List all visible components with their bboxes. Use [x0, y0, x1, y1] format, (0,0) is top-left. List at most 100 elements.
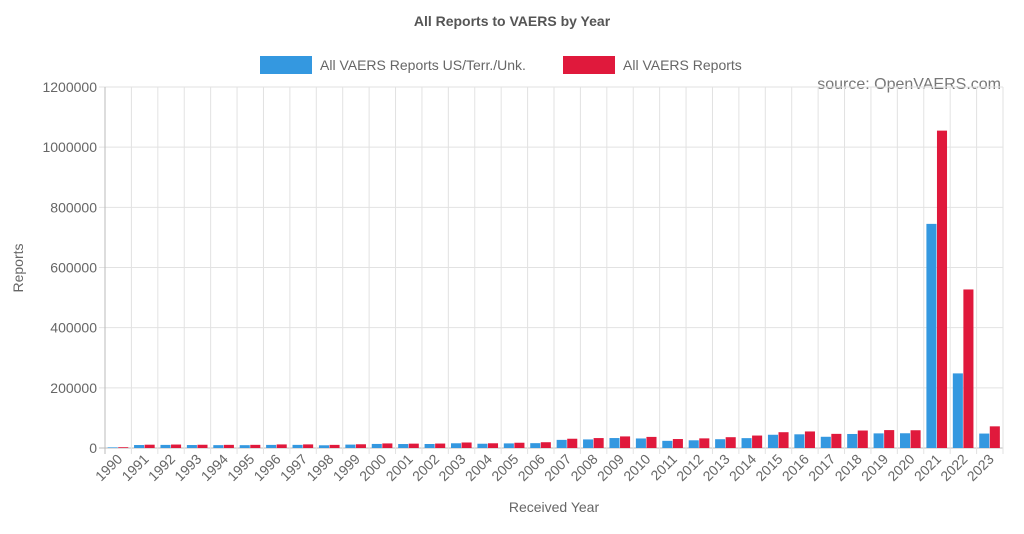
bar-us-terr-unk-2018[interactable]: [847, 433, 858, 448]
x-tick-label: 2022: [937, 451, 970, 484]
x-tick-label: 1990: [92, 451, 125, 484]
x-tick-label: 2010: [620, 451, 653, 484]
bar-us-terr-unk-2000[interactable]: [371, 443, 382, 448]
bar-us-terr-unk-2015[interactable]: [767, 434, 778, 448]
bar-all-reports-2019[interactable]: [884, 430, 895, 448]
bar-all-reports-2022[interactable]: [963, 289, 974, 448]
bar-us-terr-unk-2013[interactable]: [715, 439, 726, 448]
bar-us-terr-unk-1996[interactable]: [266, 444, 277, 448]
bar-us-terr-unk-2009[interactable]: [609, 438, 620, 448]
bar-all-reports-2016[interactable]: [804, 431, 815, 448]
bar-all-reports-1997[interactable]: [303, 444, 314, 448]
y-tick-label: 1200000: [42, 79, 97, 95]
bar-all-reports-1994[interactable]: [223, 444, 234, 448]
bar-all-reports-2007[interactable]: [567, 438, 578, 448]
bar-us-terr-unk-2021[interactable]: [926, 223, 937, 448]
bar-all-reports-2017[interactable]: [831, 433, 842, 448]
x-tick-label: 1996: [250, 451, 283, 484]
bar-all-reports-2011[interactable]: [672, 439, 683, 448]
bar-us-terr-unk-1990[interactable]: [107, 447, 118, 448]
bar-us-terr-unk-2014[interactable]: [741, 438, 752, 448]
bar-all-reports-2003[interactable]: [461, 442, 472, 448]
bar-us-terr-unk-1999[interactable]: [345, 444, 356, 448]
bar-us-terr-unk-2008[interactable]: [583, 439, 594, 448]
x-tick-label: 2000: [356, 451, 389, 484]
legend-label: All VAERS Reports: [623, 57, 742, 73]
bar-us-terr-unk-2002[interactable]: [424, 443, 435, 448]
bar-all-reports-2006[interactable]: [540, 442, 551, 448]
bar-us-terr-unk-2006[interactable]: [530, 443, 541, 448]
bar-us-terr-unk-2005[interactable]: [503, 443, 514, 448]
y-tick-label: 600000: [50, 260, 97, 276]
source-annotation: source: OpenVAERS.com: [817, 76, 1001, 93]
bar-all-reports-1996[interactable]: [276, 444, 287, 448]
bar-us-terr-unk-2017[interactable]: [820, 436, 831, 448]
legend-swatch: [563, 56, 615, 74]
legend[interactable]: All VAERS Reports US/Terr./Unk. All VAERS…: [260, 56, 742, 74]
bar-us-terr-unk-2022[interactable]: [952, 373, 963, 448]
bar-all-reports-2000[interactable]: [382, 443, 393, 448]
x-tick-label: 2017: [805, 451, 838, 484]
bar-us-terr-unk-2023[interactable]: [979, 433, 990, 448]
bar-all-reports-2005[interactable]: [514, 442, 525, 448]
legend-label: All VAERS Reports US/Terr./Unk.: [320, 57, 526, 73]
x-tick-label: 2006: [515, 451, 548, 484]
x-tick-label: 2023: [964, 451, 997, 484]
bar-us-terr-unk-2001[interactable]: [398, 444, 409, 448]
x-tick-label: 2020: [884, 451, 917, 484]
x-tick-label: 2012: [673, 451, 706, 484]
bar-all-reports-2004[interactable]: [487, 443, 499, 448]
bar-us-terr-unk-1997[interactable]: [292, 444, 303, 448]
bar-all-reports-2010[interactable]: [646, 436, 657, 448]
x-tick-label: 2011: [647, 451, 680, 484]
bar-all-reports-1995[interactable]: [250, 444, 261, 448]
x-tick-label: 2009: [594, 451, 627, 484]
bar-all-reports-2012[interactable]: [699, 438, 710, 448]
x-tick-label: 2018: [832, 451, 865, 484]
bar-us-terr-unk-1993[interactable]: [186, 445, 197, 448]
bar-us-terr-unk-2011[interactable]: [662, 440, 673, 448]
bar-all-reports-2021[interactable]: [936, 130, 948, 448]
bar-us-terr-unk-2012[interactable]: [688, 440, 699, 448]
bar-us-terr-unk-2003[interactable]: [450, 443, 462, 448]
legend-swatch: [260, 56, 312, 74]
bar-all-reports-1992[interactable]: [171, 444, 182, 448]
bar-all-reports-2014[interactable]: [752, 435, 763, 448]
bar-us-terr-unk-2007[interactable]: [556, 439, 567, 448]
bar-us-terr-unk-2004[interactable]: [477, 443, 488, 448]
bar-all-reports-1991[interactable]: [144, 444, 155, 448]
x-tick-label: 1993: [171, 451, 204, 484]
bar-all-reports-2013[interactable]: [725, 437, 736, 448]
x-tick-label: 1997: [277, 451, 310, 484]
bar-us-terr-unk-1991[interactable]: [134, 445, 145, 448]
x-tick-label: 2004: [462, 451, 495, 484]
bar-us-terr-unk-1998[interactable]: [318, 445, 329, 448]
bar-all-reports-2002[interactable]: [435, 443, 446, 448]
bar-all-reports-2009[interactable]: [620, 436, 631, 448]
grid: [99, 86, 1004, 454]
bar-all-reports-2018[interactable]: [857, 430, 868, 448]
bar-all-reports-1998[interactable]: [329, 444, 340, 448]
bar-us-terr-unk-2016[interactable]: [794, 434, 805, 448]
bar-all-reports-2008[interactable]: [593, 438, 604, 448]
x-tick-label: 1991: [118, 451, 151, 484]
bar-us-terr-unk-2010[interactable]: [635, 438, 646, 448]
bar-all-reports-1990[interactable]: [118, 447, 129, 448]
bar-us-terr-unk-2019[interactable]: [873, 433, 884, 448]
bar-us-terr-unk-1994[interactable]: [213, 445, 224, 448]
bar-all-reports-2015[interactable]: [778, 432, 789, 448]
bar-us-terr-unk-1995[interactable]: [239, 445, 250, 448]
bar-all-reports-2001[interactable]: [408, 443, 419, 448]
legend-item-all-reports[interactable]: All VAERS Reports: [563, 56, 742, 74]
legend-item-us-terr-unk[interactable]: All VAERS Reports US/Terr./Unk.: [260, 56, 526, 74]
x-tick-label: 2016: [779, 451, 812, 484]
x-tick-label: 2008: [567, 451, 600, 484]
bar-us-terr-unk-1992[interactable]: [160, 444, 171, 448]
bar-us-terr-unk-2020[interactable]: [899, 433, 911, 448]
bar-all-reports-2020[interactable]: [910, 430, 921, 448]
x-tick-label: 2014: [726, 451, 759, 484]
bar-all-reports-1993[interactable]: [197, 444, 208, 448]
bar-all-reports-2023[interactable]: [989, 426, 1000, 448]
bar-all-reports-1999[interactable]: [355, 444, 366, 448]
y-axis-label: Reports: [10, 243, 26, 292]
